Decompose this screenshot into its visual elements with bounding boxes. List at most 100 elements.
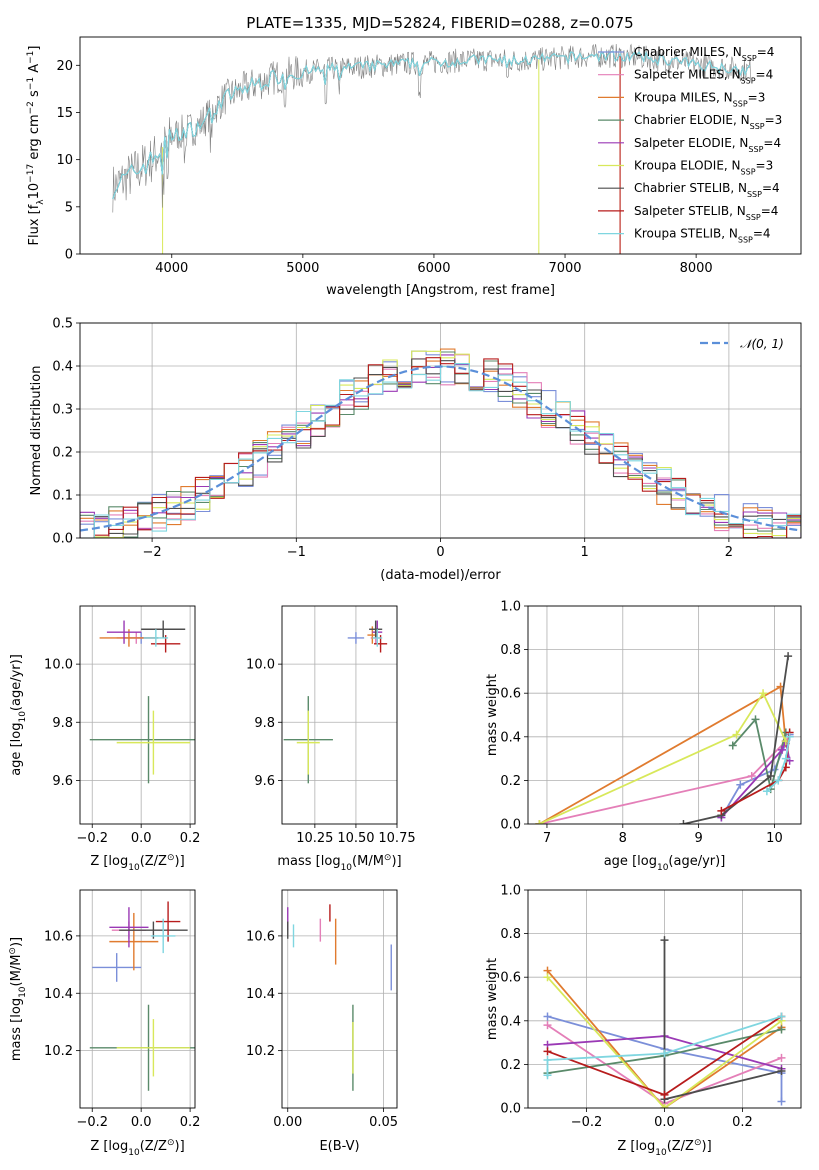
x-axis-label: age [log10(age/yr)] [604,854,726,873]
plus-marker [784,652,793,661]
plot-area [283,620,388,784]
plus-marker [543,1021,552,1030]
y-tick-label: 9.8 [254,716,275,731]
weight-line [546,970,783,1108]
plot-area [89,901,195,1091]
legend-entry: Salpeter MILES, NSSP=4 [634,68,773,86]
x-axis-label: Z [log10(Z/Z⊙)] [90,1138,184,1158]
y-tick-label: 0.4 [500,730,521,745]
y-tick-label: 10.0 [44,658,73,673]
x-tick-label: 8 [619,831,627,846]
axes-frame [281,605,398,825]
axes-frame [281,889,398,1109]
plus-marker [777,1012,786,1021]
weight-line [539,736,791,824]
axes-frame [527,889,802,1109]
x-tick-label: 5000 [286,261,319,276]
y-tick-label: 10.6 [246,929,275,944]
y-tick-label: 10.4 [246,987,275,1002]
y-tick-label: 10.4 [44,987,73,1002]
axes-frame [79,889,196,1109]
plus-marker [736,780,745,789]
y-tick-label: 0.6 [500,971,521,986]
legend-entry: Chabrier STELIB, NSSP=4 [634,181,780,199]
plus-marker [785,732,794,741]
x-tick-label: 4000 [155,261,188,276]
axes-frame [527,605,802,825]
weight-line [732,717,787,790]
panel-age-vs-mass: 10.25 10.50 10.75 9.6 9.8 10.0 mass [log10(M/M… [246,605,416,873]
x-tick-label: 0.2 [732,1115,753,1130]
plus-marker [679,820,688,824]
plus-marker [543,1047,552,1056]
axes-frame [79,322,802,539]
y-tick-label: 0.5 [52,317,73,332]
y-tick-label: 0.3 [52,403,73,418]
y-tick-label: 0 [65,248,73,263]
panel-age-vs-Z: −0.2 0.0 0.2 9.6 9.8 10.0 Z [log10(Z/Z⊙)] age [… [9,605,201,873]
x-tick-label: −0.2 [76,831,108,846]
weight-line [547,1015,783,1102]
y-tick-label: 0.0 [52,532,73,547]
x-tick-label: 1 [581,545,589,560]
plus-marker [762,787,771,796]
legend-entry: Chabrier ELODIE, NSSP=3 [634,113,782,131]
y-tick-label: 9.6 [254,774,275,789]
plus-marker [751,715,760,724]
panel-residuals: −2 −1 0 1 2 0.0 0.1 0.2 0.3 0.4 0.5 (data-model)/er… [29,317,802,583]
x-tick-label: 2 [725,545,733,560]
x-axis-label: Z [log10(Z/Z⊙)] [90,853,184,873]
x-tick-label: 10.25 [296,831,333,846]
legend-entry: Kroupa MILES, NSSP=3 [634,90,765,108]
plus-marker [777,1066,786,1075]
y-tick-label: 0.6 [500,687,521,702]
plus-marker [660,1049,669,1058]
plot-area [287,904,392,1091]
y-tick-label: 0.2 [52,446,73,461]
x-axis-label: mass [log10(M/M⊙)] [277,853,401,873]
weight-line [546,1015,782,1076]
x-tick-label: 8000 [680,261,713,276]
y-axis-label: Flux [fλ10−17 erg cm−2 s−1 A−1] [26,46,46,246]
x-tick-label: 0.2 [180,831,201,846]
plus-marker [781,754,790,763]
x-tick-label: 0.05 [369,1115,398,1130]
y-tick-label: 1.0 [500,884,521,899]
gaussian-curve [80,365,801,532]
x-axis-label: (data-model)/error [380,568,501,583]
panel-mass-vs-ebv: 0.00 0.05 10.2 10.4 10.6 E(B-V) [246,889,398,1154]
x-axis-label: E(B-V) [319,1139,359,1154]
y-axis-label: mass weight [485,674,500,756]
y-tick-label: 0.1 [52,489,73,504]
plus-marker [774,776,783,785]
legend-entry: Kroupa ELODIE, NSSP=3 [634,159,773,177]
x-tick-label: 10.75 [378,831,415,846]
x-axis-label: wavelength [Angstrom, rest frame] [326,283,555,298]
axes-frame [79,36,802,255]
plot-area [112,43,751,254]
weight-line [683,655,789,824]
x-tick-label: −0.2 [76,1115,108,1130]
plus-marker [543,1071,552,1080]
y-tick-label: 10.2 [44,1044,73,1059]
plot-area [535,652,794,824]
y-axis-label: age [log10(age/yr)] [9,654,28,776]
x-tick-label: 9 [694,831,702,846]
panel-massweight-vs-Z: −0.2 0.0 0.2 0.0 0.2 0.4 0.6 0.8 1.0 Z [log10(Z/Z… [485,884,802,1158]
y-tick-label: 10.0 [246,658,275,673]
y-tick-label: 10.2 [246,1044,275,1059]
y-tick-label: 0.8 [500,927,521,942]
plus-marker [732,730,741,739]
y-axis-label: mass [log10(M/M⊙)] [8,937,28,1061]
model-spectrum-line [112,49,751,200]
plus-marker [728,741,737,750]
plus-marker [778,745,787,754]
x-tick-label: 7 [543,831,551,846]
x-tick-label: −1 [287,545,306,560]
legend-entry: Chabrier MILES, NSSP=4 [634,45,774,63]
panel-massweight-vs-age: 7 8 9 10 0.0 0.2 0.4 0.6 0.8 1.0 age [log10(age/yr… [485,600,802,873]
weight-line [766,736,791,792]
weight-line [546,976,783,1108]
model-spectrum-line [112,50,621,200]
